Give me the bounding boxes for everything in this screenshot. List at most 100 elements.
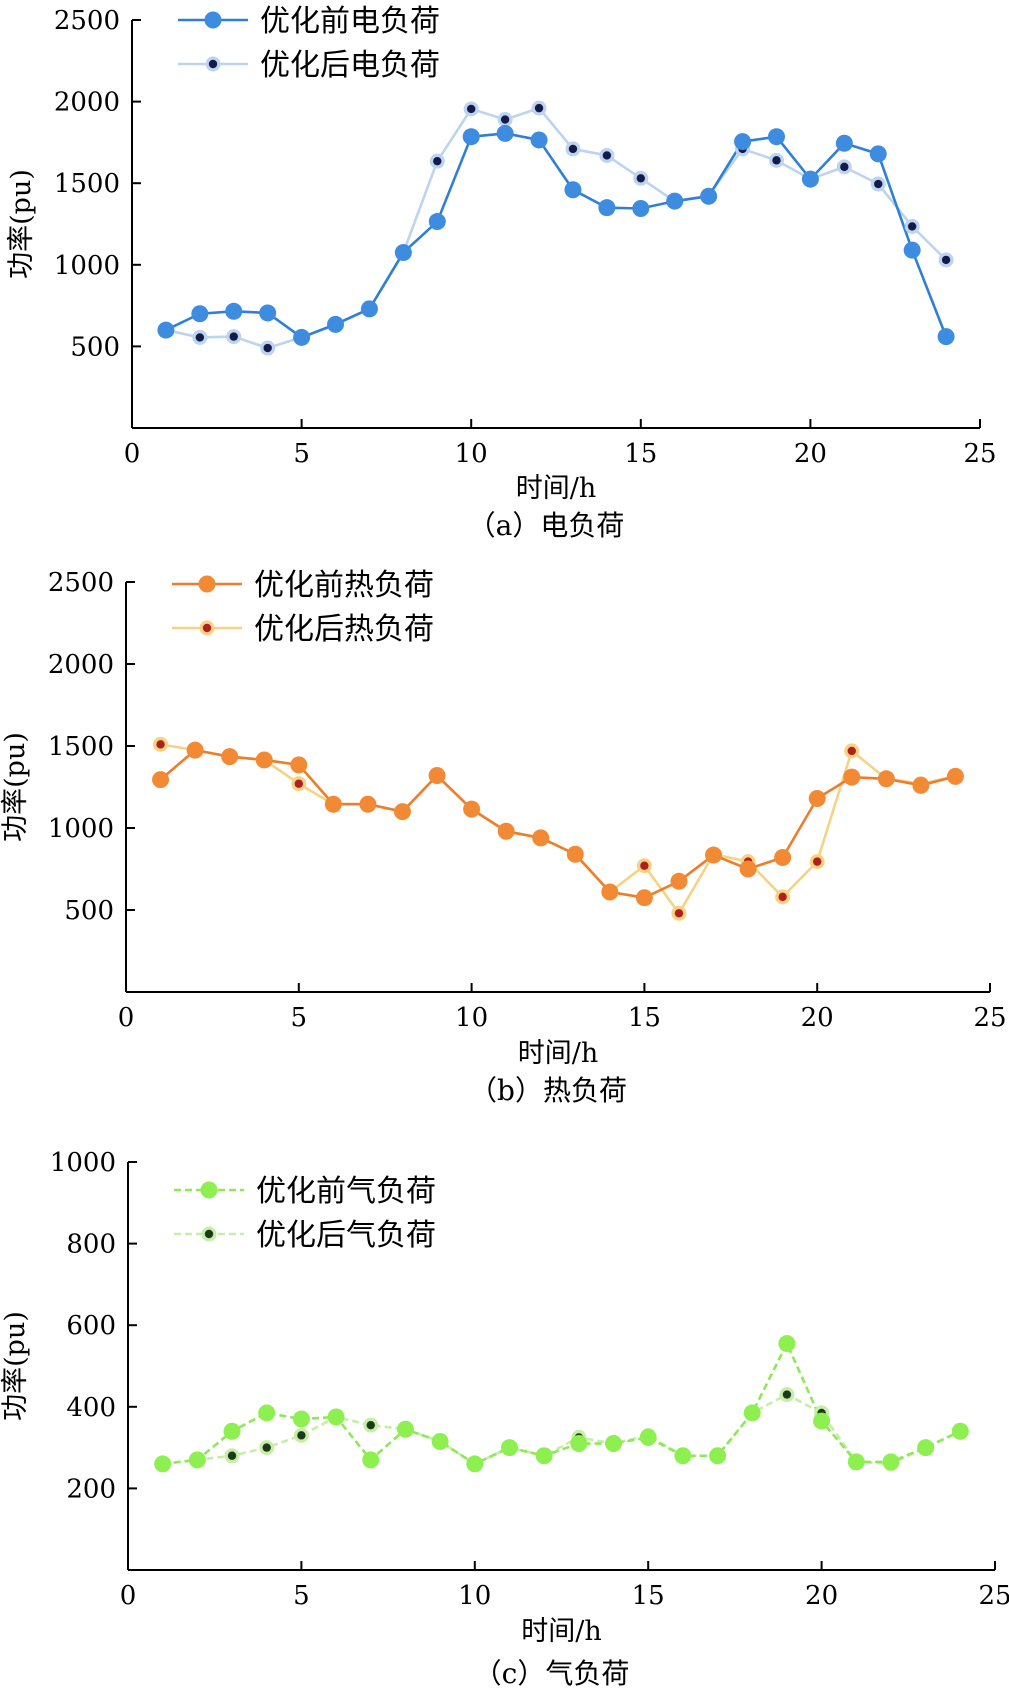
chart-panel-2: 0 5 10 15 20 25 200 400 600 800 1000 时间/h 功率(pu) （c）气… xyxy=(0,1148,1009,1690)
x-tick-label: 20 xyxy=(794,439,827,469)
data-point xyxy=(877,770,895,788)
chart-panel-0: 0 5 10 15 20 25 500 1000 1500 2000 2500 时间/h 功率(pu) （… xyxy=(6,4,997,542)
data-point xyxy=(366,1420,375,1430)
data-point xyxy=(293,328,311,346)
data-point xyxy=(463,800,481,818)
data-point xyxy=(570,1435,588,1453)
data-point xyxy=(903,241,921,259)
x-tick-label: 10 xyxy=(455,1003,488,1033)
data-point xyxy=(223,1422,241,1440)
y-axis-label: 功率(pu) xyxy=(6,169,37,279)
data-point xyxy=(294,779,303,788)
data-point xyxy=(739,860,757,878)
data-point xyxy=(601,883,619,901)
y-axis-label: 功率(pu) xyxy=(0,1311,31,1421)
data-point xyxy=(467,104,476,114)
y-axis-label: 功率(pu) xyxy=(0,732,31,842)
data-point xyxy=(157,321,175,339)
data-point xyxy=(907,222,917,231)
y-tick-label: 1000 xyxy=(54,251,120,281)
data-point xyxy=(263,343,272,353)
legend-marker xyxy=(200,1181,218,1199)
data-point xyxy=(778,892,787,902)
data-point xyxy=(869,145,887,163)
y-tick-label: 200 xyxy=(66,1474,116,1504)
legend-label: 优化前气负荷 xyxy=(256,1174,436,1209)
data-point xyxy=(530,131,548,149)
series-line-1 xyxy=(160,743,956,915)
data-point xyxy=(154,1455,172,1473)
data-point xyxy=(359,795,377,813)
data-point xyxy=(428,213,446,231)
data-point xyxy=(835,134,853,152)
chart-caption: （c）气负荷 xyxy=(474,1657,630,1690)
data-point xyxy=(396,1420,414,1438)
data-point xyxy=(500,1439,518,1457)
data-point xyxy=(941,255,951,265)
data-point xyxy=(847,746,856,756)
data-point xyxy=(847,1453,865,1471)
data-point xyxy=(778,1335,796,1353)
data-point xyxy=(937,328,955,346)
data-point xyxy=(297,1431,306,1440)
series-line-0 xyxy=(165,132,948,339)
chart-caption: （a）电负荷 xyxy=(468,509,625,542)
data-point xyxy=(566,845,584,863)
y-tick-label: 500 xyxy=(70,332,120,362)
legend-marker xyxy=(198,575,216,593)
series-line-0 xyxy=(159,748,956,900)
x-tick-label: 25 xyxy=(973,1003,1006,1033)
data-point xyxy=(605,1435,623,1453)
x-axis-label: 时间/h xyxy=(516,473,597,504)
data-point xyxy=(496,124,514,142)
y-tick-label: 2000 xyxy=(54,88,120,118)
y-tick-label: 500 xyxy=(64,896,114,926)
chart-panel-1: 0 5 10 15 20 25 500 1000 1500 2000 2500 时间/h 功率(pu) （… xyxy=(0,568,1007,1107)
data-point xyxy=(639,1428,657,1446)
legend-label: 优化前电负荷 xyxy=(260,4,440,39)
data-point xyxy=(497,822,515,840)
data-point xyxy=(188,1451,206,1469)
data-point xyxy=(393,803,411,821)
data-point xyxy=(709,1447,727,1465)
data-point xyxy=(225,302,243,320)
data-point xyxy=(466,1455,484,1473)
legend-label: 优化后电负荷 xyxy=(260,48,440,83)
data-point xyxy=(327,315,345,333)
data-point xyxy=(227,1451,237,1460)
data-point xyxy=(259,304,277,322)
data-point xyxy=(734,133,752,151)
legend-marker xyxy=(204,11,222,29)
x-tick-label: 20 xyxy=(805,1581,838,1611)
data-point xyxy=(292,1410,310,1428)
data-point xyxy=(705,846,723,864)
y-tick-label: 1500 xyxy=(54,169,120,199)
data-point xyxy=(772,156,781,165)
data-point xyxy=(801,170,819,188)
data-point xyxy=(946,767,964,785)
x-tick-label: 5 xyxy=(291,1003,308,1033)
data-point xyxy=(290,756,308,774)
y-tick-label: 1000 xyxy=(50,1148,116,1178)
data-point xyxy=(394,244,412,262)
x-tick-label: 0 xyxy=(118,1003,135,1033)
x-tick-label: 5 xyxy=(293,439,310,469)
data-point xyxy=(912,776,930,794)
data-point xyxy=(840,162,849,172)
data-point xyxy=(670,872,688,890)
data-point xyxy=(191,305,209,323)
data-point xyxy=(632,199,650,217)
y-tick-label: 2500 xyxy=(48,568,114,598)
data-point xyxy=(564,181,582,199)
data-point xyxy=(568,144,578,154)
y-tick-label: 1000 xyxy=(48,814,114,844)
data-point xyxy=(813,1412,831,1430)
x-tick-label: 25 xyxy=(978,1581,1009,1611)
x-tick-label: 10 xyxy=(458,1581,491,1611)
data-point xyxy=(767,128,785,146)
data-point xyxy=(813,857,822,866)
y-tick-label: 800 xyxy=(66,1230,116,1260)
x-axis-label: 时间/h xyxy=(521,1616,602,1647)
x-tick-label: 25 xyxy=(963,439,996,469)
